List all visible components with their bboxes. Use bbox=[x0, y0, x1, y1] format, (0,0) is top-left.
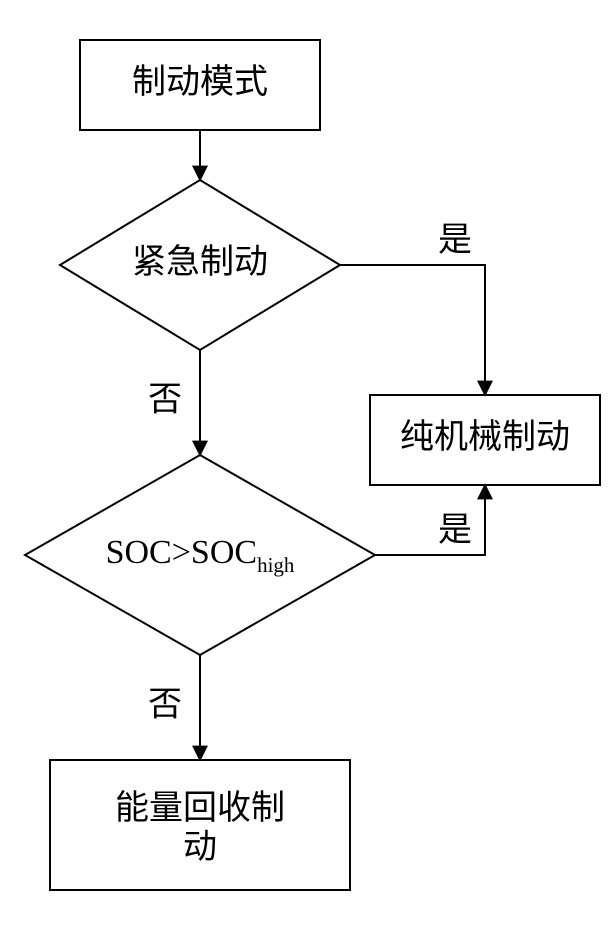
edge-d1-yes bbox=[340, 265, 485, 395]
edge-d1-no-label: 否 bbox=[148, 381, 182, 418]
edge-d1-yes-label: 是 bbox=[438, 222, 472, 259]
edge-d2-yes-label: 是 bbox=[438, 512, 472, 549]
node-pure-mechanical-braking-label: 纯机械制动 bbox=[400, 418, 570, 456]
edge-d2-no-label: 否 bbox=[148, 686, 182, 723]
node-start-label: 制动模式 bbox=[132, 63, 268, 101]
node-emergency-braking-label: 紧急制动 bbox=[132, 243, 268, 281]
